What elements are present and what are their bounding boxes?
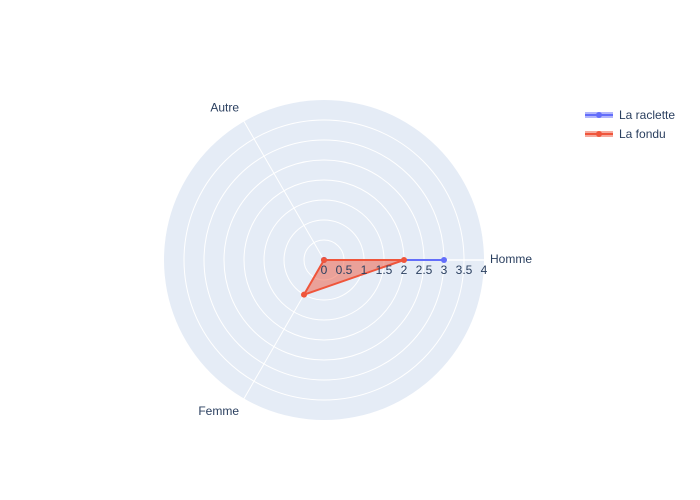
radial-tick-label: 1.5: [376, 263, 393, 277]
radial-tick-label: 3: [441, 263, 448, 277]
series-area: [303, 259, 405, 296]
legend-label: La fondu: [619, 127, 666, 141]
radial-tick-label: 4: [481, 263, 488, 277]
data-point[interactable]: [321, 257, 327, 263]
radial-tick-label: 3.5: [456, 263, 473, 277]
legend-label: La raclette: [619, 108, 675, 122]
legend: La raclette La fondu: [585, 108, 675, 141]
series-la-fondu: [301, 257, 407, 298]
legend-item[interactable]: La fondu: [585, 127, 666, 141]
legend-marker: [596, 112, 602, 118]
legend-marker: [596, 131, 602, 137]
data-point[interactable]: [441, 257, 447, 263]
angular-gridline: [243, 121, 325, 261]
legend-item[interactable]: La raclette: [585, 108, 675, 122]
radial-tick-label: 0: [321, 263, 328, 277]
radial-tick-label: 2.5: [416, 263, 433, 277]
category-label: Homme: [490, 252, 532, 266]
category-label: Autre: [210, 100, 239, 114]
radial-tick-label: 2: [401, 263, 408, 277]
category-label: Femme: [198, 404, 239, 418]
data-point[interactable]: [401, 257, 407, 263]
radial-tick-label: 1: [361, 263, 368, 277]
polar-area: Homme Femme Autre 0 0.5 1 1.5 2 2.5 3 3.5 4: [164, 100, 532, 420]
radial-tick-label: 0.5: [336, 263, 353, 277]
data-point[interactable]: [301, 291, 307, 298]
